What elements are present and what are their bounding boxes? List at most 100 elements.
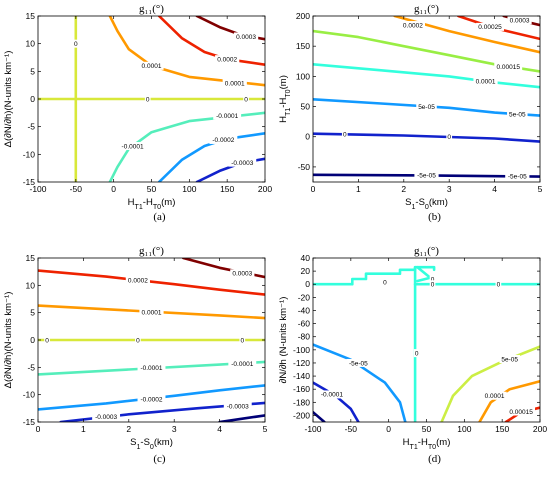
y-tick-label: 5 — [30, 308, 35, 318]
y-tick-label: -5 — [27, 122, 35, 132]
contour-label: -0.0003 — [227, 403, 249, 410]
contour-label: 5e-05 — [418, 104, 435, 111]
contour-label: -0.0003 — [95, 414, 117, 421]
x-tick-label: 2 — [126, 424, 131, 434]
contour-label: 0.0001 — [476, 78, 496, 85]
contour-label-bg — [44, 336, 50, 344]
x-tick-label: -50 — [70, 184, 83, 194]
contour-label-bg — [118, 142, 147, 151]
y-tick-label: 0 — [305, 132, 310, 142]
x-tick-label: 5 — [538, 184, 543, 194]
contour-label-bg — [228, 359, 257, 368]
contour-label-bg — [507, 407, 536, 416]
contour-label: -5e-05 — [508, 173, 527, 180]
contour-label: 0 — [447, 134, 451, 141]
y-tick-label: 5 — [30, 66, 35, 76]
y-tick-label: -120 — [293, 358, 310, 368]
chart-title: g₁₁(°) — [139, 245, 164, 257]
contour-label-bg — [482, 391, 507, 400]
contour-label: 0 — [343, 132, 347, 139]
x-tick-label: 0 — [36, 424, 41, 434]
contour-label-bg — [413, 349, 420, 358]
contour-line--0.0001 — [313, 381, 360, 422]
contour-label-bg — [446, 132, 453, 141]
contour-label-bg — [135, 336, 141, 344]
contour-label-bg — [505, 171, 530, 180]
contour-label: 0 — [431, 276, 435, 283]
chart-title: g₁₁(°) — [414, 245, 439, 257]
contour-label-bg — [144, 95, 151, 103]
x-tick-label: 100 — [457, 424, 471, 434]
contour-label: -0.0003 — [231, 160, 253, 167]
contour-label-bg — [507, 110, 528, 119]
x-tick-label: 0 — [111, 184, 116, 194]
contour-label: -0.0001 — [231, 361, 253, 368]
y-tick-label: -20 — [298, 292, 311, 302]
y-axis-label: Δ(∂N/∂h)(N-units km⁻¹) — [3, 51, 14, 148]
contour-line--0.00015 — [313, 410, 326, 422]
contour-label: 0 — [497, 282, 501, 289]
contour-line-0 — [313, 265, 436, 286]
contour-label-bg — [494, 62, 523, 71]
contour-label-bg — [213, 111, 242, 120]
y-tick-label: 15 — [26, 11, 36, 21]
x-tick-label: 150 — [220, 184, 234, 194]
y-tick-label: 150 — [296, 41, 310, 51]
contour-label-bg — [476, 22, 505, 31]
chart-panel-d: 0 0000-5e-05-0.00015e-050.00010.00015-100… — [278, 245, 547, 465]
contour-label: 0.0001 — [225, 80, 245, 87]
contour-label-bg — [341, 130, 348, 139]
x-axis-label: S1-S0(km) — [405, 197, 448, 211]
contour-label: 0 — [136, 337, 140, 344]
contour-label-bg — [222, 78, 247, 87]
contour-label-bg — [239, 336, 246, 344]
contour-label-bg — [414, 171, 439, 180]
contour-label-bg — [346, 358, 371, 367]
x-tick-label: 4 — [492, 184, 497, 194]
plot-area — [313, 16, 540, 182]
contour-label-bg — [228, 158, 257, 167]
contour-label-bg — [137, 363, 166, 372]
y-tick-label: 50 — [301, 102, 311, 112]
contour-label-bg — [400, 21, 425, 30]
x-tick-label: 150 — [495, 424, 509, 434]
panel-caption: (d) — [428, 453, 441, 465]
contour-line-0.0001 — [313, 63, 540, 89]
x-tick-label: 0 — [386, 424, 391, 434]
x-tick-label: 1 — [81, 424, 86, 434]
contour-label: -0.0002 — [140, 396, 162, 403]
plot-frame — [312, 15, 541, 183]
contour-line--0.0001 — [108, 111, 265, 182]
contour-line-0.0001 — [38, 304, 265, 320]
y-tick-label: -200 — [293, 410, 310, 420]
contour-label: 0 — [146, 96, 150, 103]
contour-label: 0.0003 — [232, 271, 252, 278]
x-tick-label: 100 — [182, 184, 196, 194]
x-tick-label: 5 — [263, 424, 268, 434]
contour-label-bg — [499, 355, 520, 364]
contour-label: 0 — [240, 337, 244, 344]
x-tick-label: 50 — [147, 184, 157, 194]
y-tick-label: 0 — [30, 94, 35, 104]
y-tick-label: -40 — [298, 305, 311, 315]
y-tick-label: 20 — [301, 266, 311, 276]
y-tick-label: -60 — [298, 319, 311, 329]
contour-label: 0.00015 — [509, 409, 533, 416]
contour-label: 0.00025 — [478, 24, 502, 31]
contour-line-0.0002 — [157, 16, 265, 66]
y-tick-label: -160 — [293, 384, 310, 394]
contour-line--5e-05 — [313, 343, 407, 422]
y-tick-label: -140 — [293, 371, 310, 381]
contour-label: 0 — [244, 96, 248, 103]
contour-label-bg — [317, 390, 346, 399]
x-tick-label: 200 — [533, 424, 547, 434]
panel-caption: (c) — [153, 453, 166, 465]
contour-label: -0.0002 — [212, 137, 234, 144]
y-tick-label: 10 — [26, 39, 36, 49]
y-tick-label: 40 — [301, 253, 311, 263]
contour-line--0.0004 — [218, 414, 265, 422]
x-tick-label: 3 — [172, 424, 177, 434]
contour-label-bg — [125, 276, 150, 285]
x-tick-label: -100 — [29, 184, 46, 194]
